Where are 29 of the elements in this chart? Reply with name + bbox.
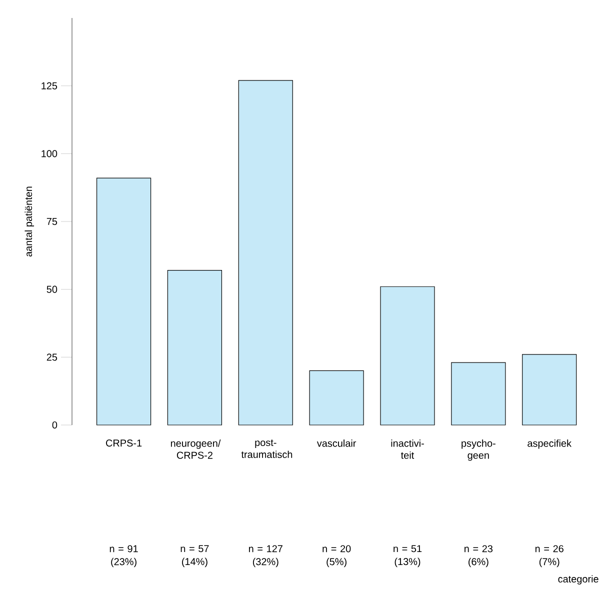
data-label: n = 51 (13%) [394,545,422,568]
bar [309,370,364,426]
x-tick-label: psycho- geen [462,440,496,461]
x-tick-label: inactivi- teit [391,440,424,459]
bar [238,80,293,426]
x-tick-label: aspecifiek [528,440,572,449]
y-tick-label: 25 [46,354,58,361]
data-label: n = 57 (14%) [180,545,209,568]
bar [96,178,152,426]
bar [522,354,577,426]
data-label: n = 26 (7%) [535,545,564,568]
y-tick-label: 125 [42,82,58,90]
bar [380,286,435,426]
y-tick-label: 0 [52,421,58,429]
data-label: n = 91 (23%) [110,545,138,568]
x-tick-label: post- traumatisch [241,440,292,458]
x-tick-label: vasculair [316,440,356,447]
y-tick-label: 75 [46,218,58,225]
x-tick-label: CRPS-1 [106,440,142,447]
x-tick-label: neurogeen/ CRPS-2 [170,440,221,459]
bar [167,270,222,426]
data-label: n = 23 (6%) [464,545,493,568]
data-label: n = 20 (5%) [322,545,351,568]
y-axis-title: aantal patiënten [24,186,34,257]
text: categorie [558,575,598,584]
data-label: n = 127 (32%) [248,545,282,568]
bar [451,362,506,426]
y-tick-label: 50 [46,286,58,293]
y-tick-label: 100 [42,150,58,158]
